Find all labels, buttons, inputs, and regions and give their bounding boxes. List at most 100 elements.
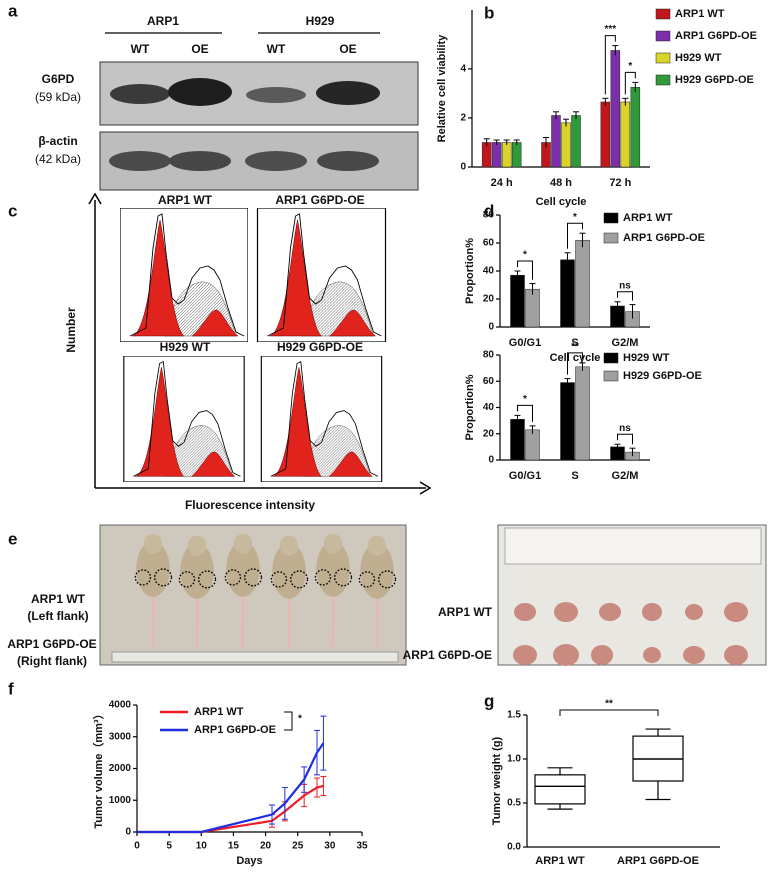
protein-size: (42 kDa) — [35, 152, 81, 166]
group-label: (Left flank) — [27, 609, 88, 623]
histogram — [120, 208, 248, 342]
y-tick-label: 4000 — [109, 700, 132, 711]
band — [169, 151, 231, 171]
significance-bracket — [617, 291, 633, 301]
cell-line: ARP1 — [147, 14, 179, 28]
group-label: ARP1 G6PD-OE — [7, 637, 96, 651]
box — [534, 774, 586, 805]
y-tick-label: 1.0 — [507, 754, 521, 765]
y-tick-label: 20 — [483, 294, 495, 305]
significance-label: * — [298, 714, 302, 725]
panel-label: d — [484, 201, 494, 220]
ruler — [111, 651, 399, 663]
histogram-title: H929 G6PD-OE — [277, 340, 363, 354]
x-tick-label: G2/M — [612, 470, 639, 482]
arrow-head — [88, 192, 102, 205]
legend-swatch — [603, 212, 619, 224]
y-tick-label: 1.5 — [507, 710, 521, 721]
line — [137, 742, 325, 834]
x-tick-label: G2/M — [612, 337, 639, 349]
significance-label: ** — [571, 342, 579, 353]
legend-swatch — [655, 52, 671, 64]
significance-label: * — [573, 212, 577, 223]
cell-line: H929 — [306, 14, 335, 28]
protein-name: G6PD — [42, 72, 75, 86]
legend-label: ARP1 WT — [675, 8, 725, 20]
x-tick-label: 10 — [196, 841, 208, 852]
band — [168, 78, 232, 106]
significance-label: ns — [619, 280, 631, 291]
bar — [610, 50, 621, 168]
legend-swatch — [603, 352, 619, 364]
bar — [560, 259, 575, 328]
y-tick-label: 60 — [483, 376, 495, 387]
bar — [510, 419, 525, 461]
legend-label: ARP1 G6PD-OE — [623, 232, 705, 244]
arrow-head — [419, 481, 432, 495]
y-tick-label: 2000 — [109, 763, 132, 774]
band — [316, 81, 380, 105]
legend-label: ARP1 G6PD-OE — [194, 724, 276, 736]
significance-label: * — [523, 394, 527, 405]
legend-label: H929 WT — [675, 52, 722, 64]
row-label: ARP1 G6PD-OE — [403, 648, 492, 662]
significance-bracket — [284, 711, 293, 731]
x-tick-label: 24 h — [491, 177, 513, 189]
y-tick-label: 0 — [460, 162, 466, 173]
bar — [525, 288, 540, 328]
group-label: ARP1 WT — [31, 592, 86, 606]
legend-label: ARP1 WT — [194, 706, 244, 718]
significance-bracket — [604, 35, 616, 95]
bar — [571, 115, 581, 168]
lane-label: OE — [191, 42, 208, 56]
x-tick-label: 5 — [166, 841, 172, 852]
significance-bracket — [567, 352, 583, 375]
x-axis-label: Cell cycle — [550, 352, 601, 364]
band — [109, 151, 171, 171]
bar — [575, 239, 590, 328]
legend-swatch — [655, 74, 671, 86]
group-label: (Right flank) — [17, 654, 87, 668]
bar — [560, 382, 575, 461]
bar — [551, 115, 561, 168]
legend-swatch — [603, 370, 619, 382]
legend-label: ARP1 WT — [623, 212, 673, 224]
bar — [630, 87, 641, 168]
significance-label: * — [628, 61, 632, 72]
panel-label: e — [8, 529, 17, 548]
y-tick-label: 20 — [483, 428, 495, 439]
y-axis-label: Tumor volume（mm³） — [92, 708, 105, 828]
histogram-title: ARP1 G6PD-OE — [275, 193, 364, 207]
bar — [501, 142, 512, 168]
band — [317, 151, 379, 171]
y-axis-label: Tumor weight (g) — [491, 736, 503, 825]
panel-label: g — [484, 691, 494, 710]
x-axis-label: Cell cycle — [536, 196, 587, 208]
significance-bracket — [617, 433, 633, 445]
y-axis-label: Relative cell viability — [436, 34, 448, 142]
y-axis-label: Proportion% — [464, 374, 476, 440]
histogram — [260, 356, 383, 482]
protein-name: β-actin — [38, 134, 77, 148]
row-label: ARP1 WT — [438, 605, 493, 619]
significance-bracket — [567, 222, 583, 249]
axis-label: Number — [64, 307, 78, 353]
band — [110, 84, 170, 104]
histogram-title: H929 WT — [160, 340, 211, 354]
y-tick-label: 3000 — [109, 731, 132, 742]
ruler — [504, 527, 762, 565]
significance-bracket — [559, 709, 659, 716]
lane-label: OE — [339, 42, 356, 56]
legend-label: H929 G6PD-OE — [675, 74, 754, 86]
significance-label: ns — [619, 423, 631, 434]
x-tick-label: 20 — [260, 841, 272, 852]
bar — [620, 101, 631, 168]
legend-label: ARP1 G6PD-OE — [675, 30, 757, 42]
panel-label: c — [8, 201, 17, 220]
bar — [525, 429, 540, 461]
x-tick-label: 0 — [134, 841, 140, 852]
y-tick-label: 60 — [483, 238, 495, 249]
legend-swatch — [603, 232, 619, 244]
significance-label: ** — [605, 699, 613, 710]
axis-label: Fluorescence intensity — [185, 498, 315, 512]
